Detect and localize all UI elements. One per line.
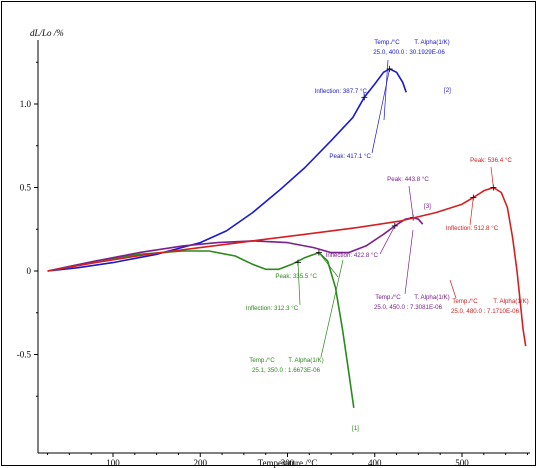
annotation-leader xyxy=(469,197,474,226)
annotation-p-infl: Inflection: 422.8 °C xyxy=(326,252,379,259)
series-line-3 xyxy=(47,186,527,347)
annotation-p-peak: Peak: 443.8 °C xyxy=(387,176,429,183)
annotation-leader xyxy=(449,279,457,299)
annotation-leader xyxy=(379,225,396,255)
annotation-b-peak: Peak: 417.1 °C xyxy=(329,153,371,160)
annotation-b-alpha: T. Alpha(1/K) xyxy=(414,39,449,46)
annotation-g-temp: Temp./°C xyxy=(249,357,275,364)
annotation-leader xyxy=(383,59,389,121)
annotation-leader xyxy=(297,262,301,306)
annotation-leader xyxy=(408,185,414,218)
annotation-p-alpha: T. Alpha(1/K) xyxy=(414,294,449,301)
annotation-b-temp: Temp./°C xyxy=(374,39,400,46)
annotation-leader xyxy=(371,68,390,154)
annotation-leader xyxy=(318,252,339,278)
y-tick-label: 1.0 xyxy=(20,99,32,109)
series-end-label: [1] xyxy=(352,425,359,432)
annotation-r-temp: Temp./°C xyxy=(452,298,478,305)
x-tick-label: 300 xyxy=(281,458,295,468)
annotation-p-vals: 25.0, 450.0 : 7.3081E-06 xyxy=(374,304,443,311)
annotation-b-vals: 25.0, 400.0 : 30.1929E-06 xyxy=(373,49,445,56)
annotation-g-vals: 25.1, 350.0 : 1.6673E-06 xyxy=(252,367,321,374)
y-tick-label: 0.5 xyxy=(20,183,32,193)
y-tick-label: 0 xyxy=(27,266,32,276)
series-line-0 xyxy=(47,68,407,272)
x-tick-label: 100 xyxy=(106,458,120,468)
annotation-leader xyxy=(320,259,344,358)
y-axis-label: dL/Lo /% xyxy=(30,28,64,38)
annotation-r-alpha: T. Alpha(1/K) xyxy=(493,298,528,305)
annotation-b-infl: Inflection: 387.7 °C xyxy=(315,88,368,95)
y-tick-label: -0.5 xyxy=(17,350,32,360)
annotation-r-infl: Inflection: 512.8 °C xyxy=(446,225,499,232)
series-end-label: [3] xyxy=(424,203,431,210)
annotation-g-peak: Peak: 335.5 °C xyxy=(275,273,317,280)
x-tick-label: 500 xyxy=(455,458,469,468)
series-end-label: [2] xyxy=(444,87,451,94)
annotation-g-infl: Inflection: 312.3 °C xyxy=(246,305,299,312)
annotation-g-alpha: T. Alpha(1/K) xyxy=(288,357,323,364)
x-tick-label: 200 xyxy=(194,458,208,468)
x-tick-label: 400 xyxy=(368,458,382,468)
annotation-r-vals: 25.0, 480.0 : 7.1710E-06 xyxy=(451,308,520,315)
annotation-p-temp: Temp./°C xyxy=(375,294,401,301)
x-axis-label: Temperature /°C xyxy=(258,458,318,468)
annotation-leader xyxy=(490,166,494,188)
annotation-r-peak: Peak: 536.4 °C xyxy=(470,157,512,164)
annotation-leader xyxy=(404,229,414,295)
